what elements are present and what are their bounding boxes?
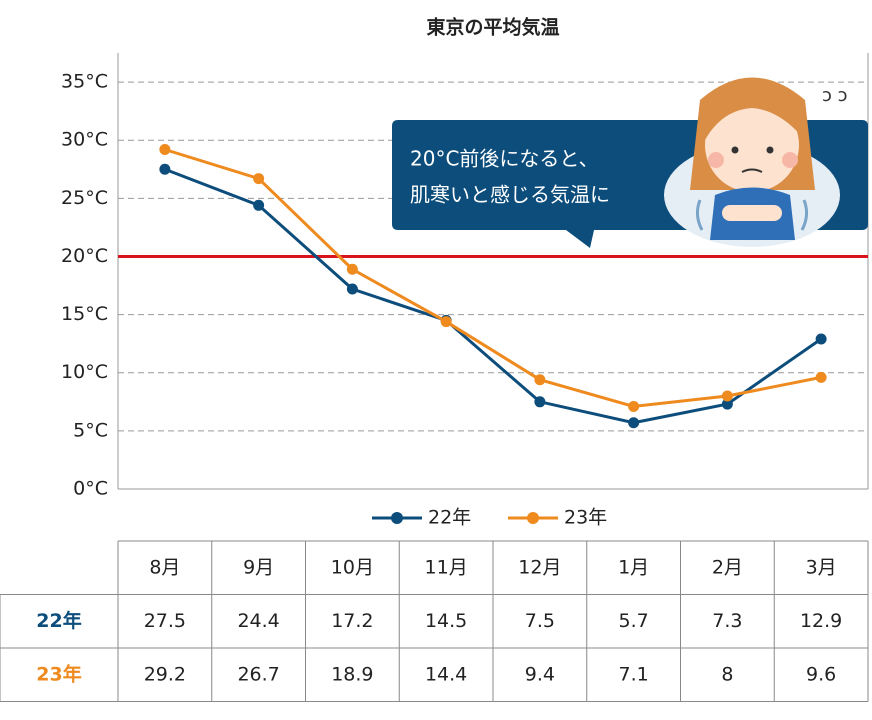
table-header: 10月 (331, 556, 374, 578)
data-point (628, 417, 640, 429)
table-header: 11月 (425, 556, 468, 578)
table-cell: 29.2 (144, 663, 186, 685)
legend-marker (527, 512, 539, 524)
table-header: 12月 (518, 556, 561, 578)
illustration: ɔ ɔ (664, 77, 848, 247)
y-tick-label: 35°C (61, 71, 108, 93)
svg-text:ɔ ɔ: ɔ ɔ (822, 85, 848, 106)
data-point (159, 144, 171, 156)
annotation-line: 20°C前後になると、 (410, 147, 599, 171)
data-point (534, 396, 546, 408)
legend-label: 22年 (428, 507, 471, 529)
table-cell: 14.4 (425, 663, 467, 685)
chart-title: 東京の平均気温 (426, 16, 559, 39)
callout: ɔ ɔ 20°C前後になると、 肌寒いと感じる気温に (392, 77, 868, 248)
table-cell: 12.9 (800, 610, 842, 632)
y-tick-label: 30°C (61, 129, 108, 151)
y-tick-label: 10°C (61, 361, 108, 383)
table-cell: 17.2 (331, 610, 373, 632)
data-point (815, 371, 827, 383)
series-line (164, 167, 822, 425)
data-point (159, 163, 171, 175)
data-point (815, 333, 827, 345)
legend-marker (391, 512, 403, 524)
table-cell: 18.9 (331, 663, 373, 685)
series-line (164, 148, 822, 408)
table-header: 2月 (712, 556, 743, 578)
table-row-label: 23年 (36, 662, 81, 685)
y-tick-label: 0°C (73, 478, 108, 500)
data-point (534, 374, 546, 386)
data-point (628, 400, 640, 412)
data-point (721, 398, 733, 410)
annotation-line: 肌寒いと感じる気温に (410, 183, 610, 207)
table-header: 9月 (243, 556, 274, 578)
data-point (253, 199, 265, 211)
table-row-label: 22年 (36, 609, 81, 632)
table-cell: 24.4 (237, 610, 279, 632)
data-point (346, 283, 358, 295)
table-cell: 7.1 (619, 663, 649, 685)
table-cell: 7.5 (525, 610, 555, 632)
table-cell: 9.4 (525, 663, 555, 685)
table-cell: 26.7 (237, 663, 279, 685)
y-tick-label: 25°C (61, 187, 108, 209)
table-header: 3月 (806, 556, 837, 578)
data-point (440, 316, 452, 328)
data-point (721, 390, 733, 402)
data-point (253, 173, 265, 185)
table-cell: 5.7 (619, 610, 649, 632)
y-tick-label: 15°C (61, 303, 108, 325)
table-cell: 27.5 (144, 610, 186, 632)
table-cell: 8 (721, 663, 733, 685)
data-point (346, 263, 358, 275)
table-cell: 7.3 (712, 610, 742, 632)
y-tick-label: 5°C (73, 419, 108, 441)
table-header: 8月 (149, 556, 180, 578)
table-header: 1月 (618, 556, 649, 578)
y-tick-label: 20°C (61, 245, 108, 267)
table-cell: 9.6 (806, 663, 836, 685)
legend-label: 23年 (564, 507, 607, 529)
table-cell: 14.5 (425, 610, 467, 632)
